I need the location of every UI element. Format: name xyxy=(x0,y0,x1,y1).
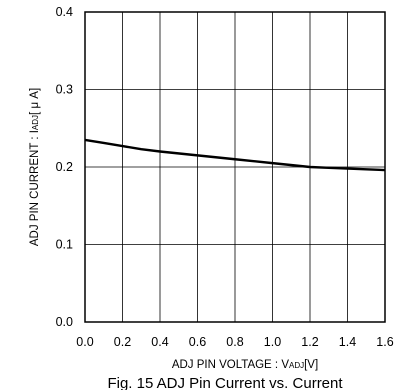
x-tick-label: 0.4 xyxy=(151,335,168,349)
plot-area-frame xyxy=(84,11,386,323)
x-tick-label: 0.0 xyxy=(76,335,93,349)
x-tick-label: 1.6 xyxy=(376,335,393,349)
x-tick-label: 0.6 xyxy=(189,335,206,349)
x-tick-label: 0.2 xyxy=(114,335,131,349)
y-axis-label: ADJ PIN CURRENT : IADJ[ μ A] xyxy=(29,88,41,246)
series-line xyxy=(84,138,386,172)
y-tick-label: 0.0 xyxy=(56,315,73,329)
x-axis-label: ADJ PIN VOLTAGE : VADJ[V] xyxy=(172,359,318,371)
y-tick-label: 0.3 xyxy=(56,83,73,97)
x-tick-label: 0.8 xyxy=(226,335,243,349)
x-tick-label: 1.0 xyxy=(264,335,281,349)
x-tick-label: 1.2 xyxy=(301,335,318,349)
grid xyxy=(85,12,385,322)
figure-caption: Fig. 15 ADJ Pin Current vs. Current xyxy=(107,375,343,390)
series-layer xyxy=(84,138,386,172)
x-tick-label: 1.4 xyxy=(339,335,356,349)
y-tick-label: 0.4 xyxy=(56,5,73,19)
y-tick-label: 0.2 xyxy=(56,160,73,174)
tick-labels: 0.0 0.2 0.4 0.6 0.8 1.0 1.2 1.4 1.6 0.0 0.1 0.2 0.3 0… xyxy=(56,5,394,349)
y-tick-label: 0.1 xyxy=(56,238,73,252)
